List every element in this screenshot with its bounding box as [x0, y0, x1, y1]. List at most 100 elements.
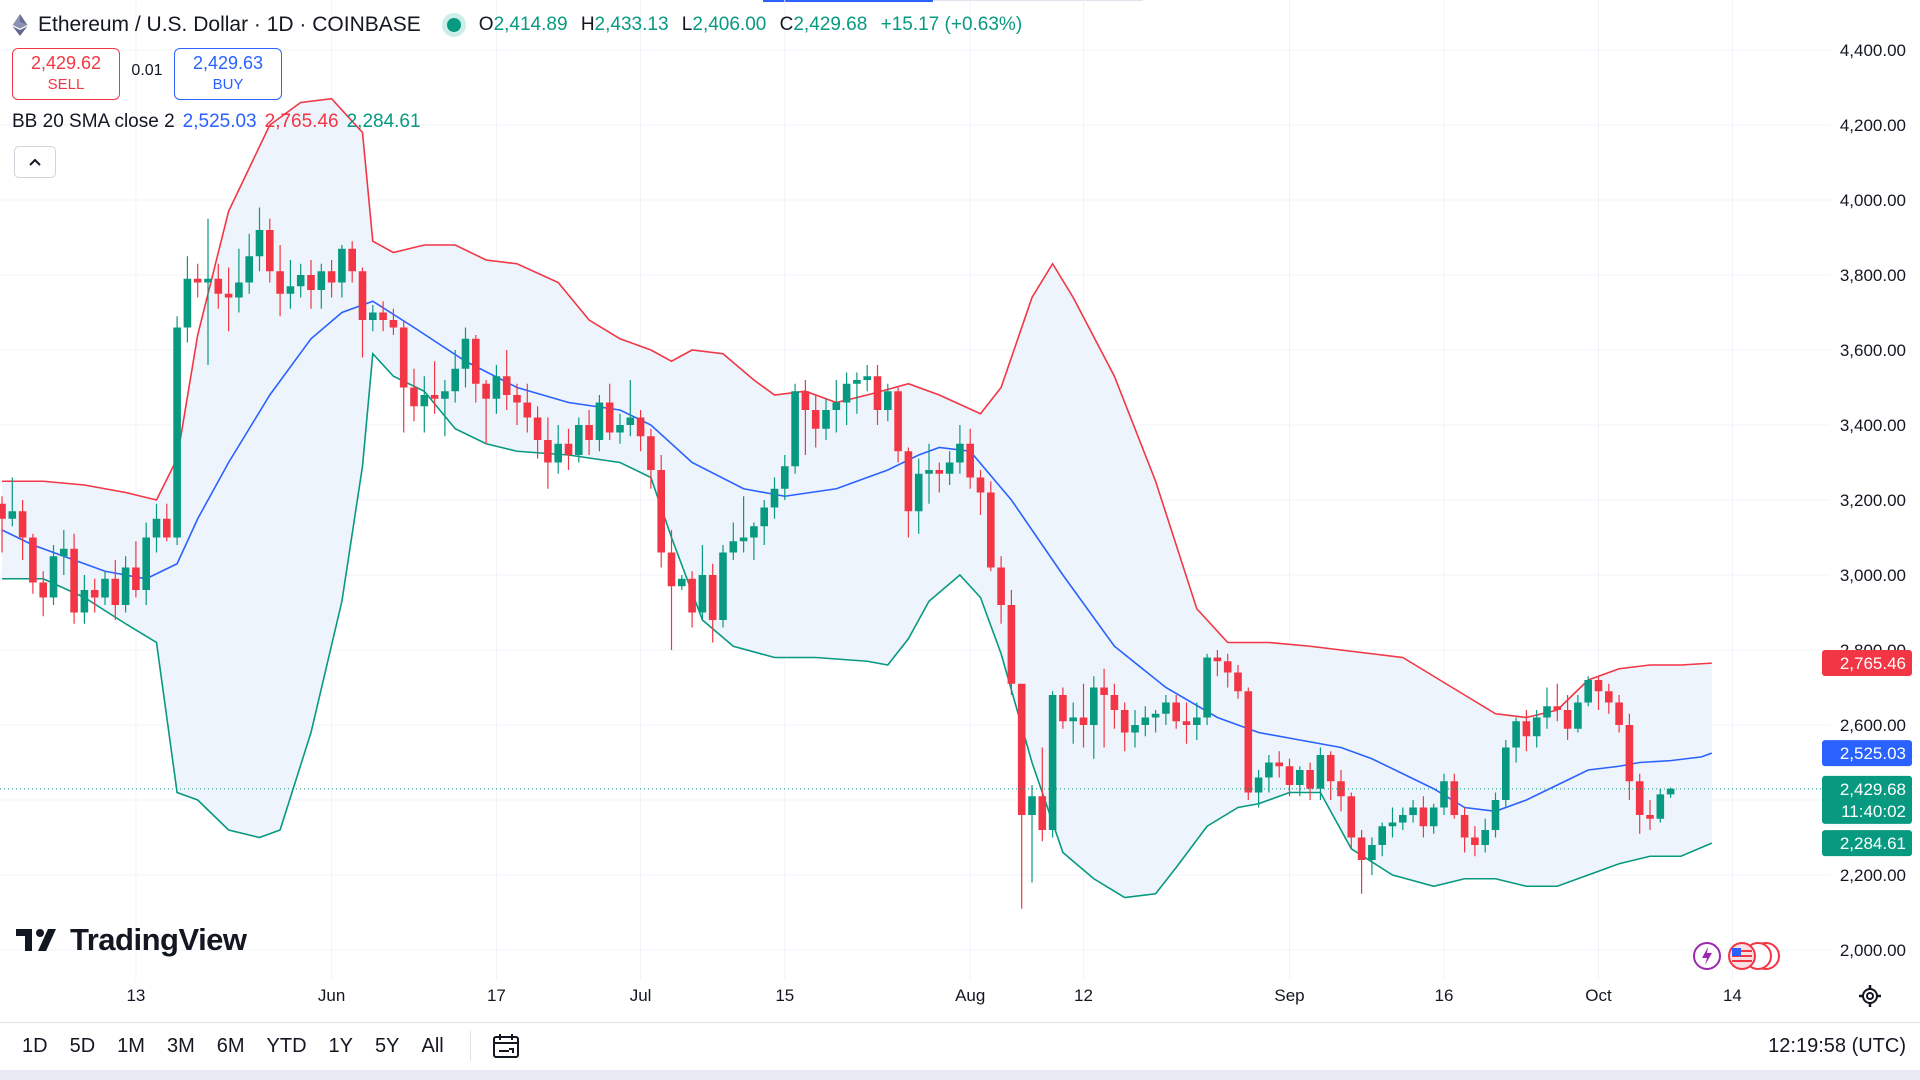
- time-tick-label: Oct: [1585, 986, 1612, 1005]
- candle: [441, 380, 449, 437]
- candle-body: [338, 248, 346, 283]
- price-axis-labels: 2,765.46 2,525.03 2,284.61 2,429.68 11:40:02: [1822, 649, 1912, 857]
- buy-price: 2,429.63: [192, 53, 264, 73]
- candle-body: [1471, 837, 1479, 845]
- sell-button[interactable]: 2,429.62 SELL: [12, 48, 120, 100]
- candle: [1357, 830, 1366, 894]
- candle: [1017, 683, 1026, 909]
- range-button-1d[interactable]: 1D: [22, 1034, 48, 1057]
- range-button-5d[interactable]: 5D: [69, 1034, 96, 1057]
- candle-body: [791, 391, 799, 467]
- candle-body: [1326, 755, 1335, 782]
- candle-body: [0, 503, 6, 519]
- candle: [1265, 755, 1273, 793]
- tradingview-logo[interactable]: TradingView: [16, 922, 247, 958]
- us-flag-icon[interactable]: [1726, 940, 1782, 972]
- range-button-ytd[interactable]: YTD: [266, 1034, 307, 1057]
- candle: [1522, 710, 1531, 752]
- candle-body: [482, 383, 490, 399]
- candle: [379, 301, 387, 332]
- candle-body: [60, 548, 68, 557]
- candle-body: [1223, 661, 1232, 673]
- candle: [1162, 695, 1170, 725]
- candle-body: [214, 278, 223, 294]
- candle: [575, 417, 583, 463]
- candle: [1563, 695, 1572, 740]
- utc-clock[interactable]: 12:19:58 (UTC): [1768, 1035, 1906, 1057]
- candle: [750, 522, 758, 560]
- candle: [1481, 818, 1489, 853]
- candle: [884, 383, 892, 422]
- candle-body: [605, 402, 614, 433]
- candle-body: [1048, 695, 1057, 830]
- range-button-all[interactable]: All: [421, 1034, 444, 1057]
- close-value: 2,429.68: [793, 14, 868, 35]
- candle-body: [101, 578, 109, 598]
- range-button-1y[interactable]: 1Y: [328, 1034, 354, 1057]
- candle-body: [1193, 717, 1201, 725]
- candle: [904, 447, 913, 538]
- candle-body: [379, 312, 387, 320]
- candle: [894, 387, 902, 463]
- range-button-6m[interactable]: 6M: [216, 1034, 245, 1057]
- candle: [636, 410, 645, 452]
- indicator-legend[interactable]: BB 20 SMA close 2 2,525.03 2,765.46 2,284.6…: [12, 111, 421, 133]
- price-chart[interactable]: 4,400.00 4,200.00 4,000.00 3,800.00 3,600.00…: [0, 0, 1920, 1020]
- time-tick-label: 16: [1435, 986, 1454, 1005]
- candle-body: [1275, 762, 1283, 767]
- candle-body: [822, 410, 830, 429]
- candle-body: [18, 511, 27, 538]
- candle-body: [832, 402, 841, 410]
- collapse-legend-button[interactable]: [14, 146, 56, 178]
- range-selector: 1D 5D 1M 3M 6M YTD 1Y 5Y All: [0, 1035, 444, 1058]
- candle: [307, 260, 315, 309]
- candle: [1512, 717, 1520, 763]
- candle: [708, 563, 717, 643]
- candle-body: [1635, 781, 1644, 815]
- candle-body: [399, 327, 408, 388]
- candle-body: [914, 473, 923, 512]
- candle-body: [163, 518, 171, 538]
- lightning-icon[interactable]: [1692, 941, 1722, 971]
- candle: [1234, 665, 1242, 699]
- candle: [1275, 751, 1283, 778]
- candle: [1388, 807, 1397, 838]
- candle-body: [39, 582, 47, 598]
- candle: [647, 428, 655, 489]
- candle-body: [1368, 845, 1376, 860]
- bollinger-band-fill: [2, 98, 1712, 898]
- market-status-icon[interactable]: [446, 18, 461, 32]
- candle-body: [70, 548, 78, 613]
- candle: [1450, 773, 1459, 819]
- candle-body: [1203, 657, 1211, 718]
- candle: [1368, 837, 1376, 875]
- candle-body: [647, 436, 655, 470]
- event-badges[interactable]: [1692, 940, 1782, 972]
- symbol-title[interactable]: Ethereum / U.S. Dollar · 1D · COINBASE: [38, 13, 421, 36]
- range-button-5y[interactable]: 5Y: [375, 1034, 400, 1057]
- range-button-1m[interactable]: 1M: [117, 1034, 145, 1057]
- candle-body: [987, 492, 995, 568]
- candle: [8, 477, 17, 527]
- candle-body: [183, 278, 192, 328]
- calendar-icon[interactable]: [491, 1032, 521, 1060]
- candle-body: [49, 556, 58, 598]
- candle: [1306, 762, 1314, 800]
- candle-body: [1615, 702, 1623, 725]
- top-highlight: [763, 0, 933, 2]
- candle-body: [193, 278, 202, 283]
- buy-button[interactable]: 2,429.63 BUY: [174, 48, 282, 100]
- range-button-3m[interactable]: 3M: [166, 1034, 195, 1057]
- spread-value: 0.01: [131, 62, 163, 79]
- candle: [554, 425, 562, 474]
- settings-gear-icon[interactable]: [1858, 984, 1882, 1008]
- candle-body: [1481, 830, 1489, 845]
- candle-body: [1378, 826, 1386, 845]
- candle: [142, 522, 150, 605]
- candle-body: [29, 537, 37, 583]
- bottom-strip: [0, 1070, 1920, 1080]
- candle: [1059, 687, 1067, 729]
- candle: [1409, 800, 1417, 823]
- candle-body: [369, 312, 377, 320]
- candle-body: [935, 470, 944, 474]
